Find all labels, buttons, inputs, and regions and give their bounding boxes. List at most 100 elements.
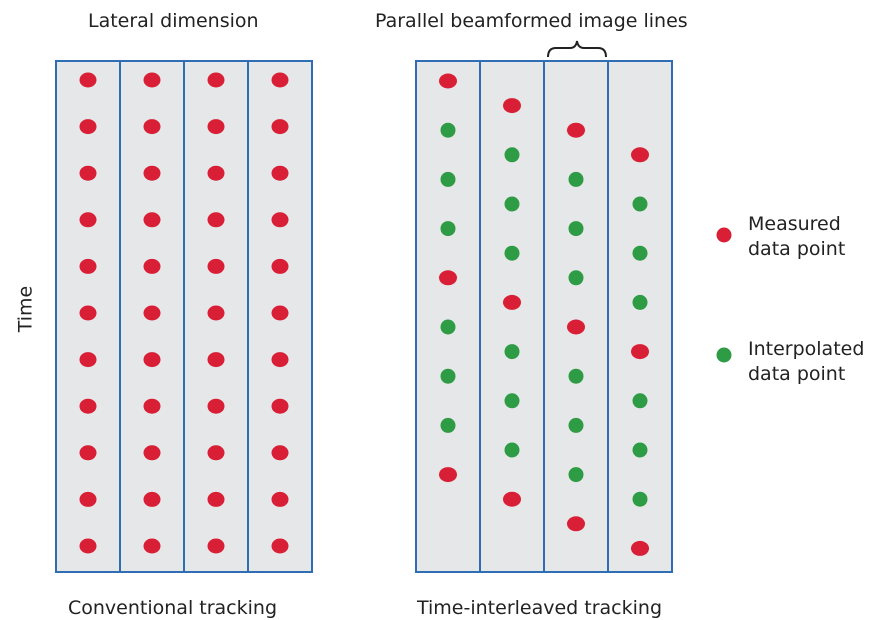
measured-data-point — [631, 540, 649, 556]
measured-data-point — [79, 305, 97, 321]
measured-data-point — [207, 398, 225, 414]
measured-data-point — [631, 344, 649, 360]
measured-data-point — [207, 258, 225, 274]
measured-data-point — [143, 212, 161, 228]
interpolated-data-point — [440, 417, 456, 433]
legend-measured-label: Measured data point — [748, 212, 845, 262]
measured-data-point — [439, 270, 457, 286]
measured-data-point — [439, 73, 457, 89]
interpolated-data-point — [440, 319, 456, 335]
measured-data-point — [207, 352, 225, 368]
interpolated-data-point — [632, 245, 648, 261]
measured-data-point — [207, 72, 225, 88]
measured-data-point — [79, 445, 97, 461]
measured-data-point — [207, 119, 225, 135]
measured-data-point — [79, 398, 97, 414]
measured-data-point — [79, 538, 97, 554]
interpolated-data-point — [632, 442, 648, 458]
measured-data-point — [271, 352, 289, 368]
measured-data-point — [207, 538, 225, 554]
interpolated-data-point — [568, 417, 584, 433]
lateral-dimension-label: Lateral dimension — [88, 10, 259, 32]
interpolated-data-point — [440, 122, 456, 138]
interpolated-data-point — [568, 221, 584, 237]
interpolated-data-point — [632, 393, 648, 409]
interpolated-data-point — [504, 442, 520, 458]
measured-data-point — [79, 72, 97, 88]
measured-data-point — [271, 72, 289, 88]
measured-data-point — [79, 352, 97, 368]
measured-data-point — [143, 398, 161, 414]
measured-data-point — [567, 122, 585, 138]
measured-data-point — [439, 467, 457, 483]
measured-data-point — [143, 538, 161, 554]
interpolated-data-point — [568, 270, 584, 286]
measured-data-point — [503, 491, 521, 507]
measured-data-point — [271, 305, 289, 321]
image-line-column — [479, 60, 545, 573]
conventional-tracking-label: Conventional tracking — [68, 597, 277, 619]
measured-data-point — [271, 398, 289, 414]
legend-measured-line2: data point — [748, 238, 846, 260]
legend-interpolated-label: Interpolated data point — [748, 337, 864, 387]
measured-data-point — [143, 258, 161, 274]
measured-data-point — [271, 491, 289, 507]
brace-icon — [547, 40, 607, 58]
measured-data-point — [271, 212, 289, 228]
measured-data-point — [79, 258, 97, 274]
image-line-column — [415, 60, 481, 573]
interpolated-data-point — [632, 196, 648, 212]
measured-data-point — [143, 491, 161, 507]
interpolated-data-point — [504, 344, 520, 360]
interpolated-data-point — [632, 294, 648, 310]
measured-data-point — [79, 165, 97, 181]
measured-data-point — [503, 98, 521, 114]
interpolated-data-point — [568, 368, 584, 384]
legend-measured-line1: Measured — [748, 213, 841, 235]
parallel-lines-label: Parallel beamformed image lines — [375, 10, 688, 32]
measured-data-point — [271, 165, 289, 181]
legend-interpolated-line1: Interpolated — [748, 338, 865, 360]
measured-data-point — [567, 516, 585, 532]
conventional-panel — [55, 60, 313, 573]
interleaved-panel — [415, 60, 673, 573]
image-line-column — [543, 60, 609, 573]
measured-data-point — [271, 258, 289, 274]
legend-interpolated-line2: data point — [748, 363, 846, 385]
measured-data-point — [143, 72, 161, 88]
interpolated-data-point — [504, 245, 520, 261]
measured-data-point — [143, 352, 161, 368]
measured-data-point — [271, 119, 289, 135]
measured-data-point — [271, 538, 289, 554]
interleaved-tracking-label: Time-interleaved tracking — [417, 597, 663, 619]
interpolated-data-point — [568, 467, 584, 483]
image-line-column — [607, 60, 673, 573]
measured-data-point — [207, 305, 225, 321]
measured-data-point — [143, 165, 161, 181]
interpolated-data-point — [440, 171, 456, 187]
measured-data-point — [207, 212, 225, 228]
interpolated-data-point — [568, 171, 584, 187]
legend-marks — [716, 227, 732, 363]
legend-measured-marker — [716, 227, 732, 243]
measured-data-point — [567, 319, 585, 335]
interpolated-data-point — [632, 491, 648, 507]
interpolated-data-point — [504, 196, 520, 212]
measured-data-point — [79, 491, 97, 507]
measured-data-point — [207, 165, 225, 181]
measured-data-point — [143, 445, 161, 461]
interpolated-data-point — [440, 221, 456, 237]
measured-data-point — [631, 147, 649, 163]
measured-data-point — [207, 491, 225, 507]
measured-data-point — [271, 445, 289, 461]
measured-data-point — [207, 445, 225, 461]
interpolated-data-point — [504, 147, 520, 163]
measured-data-point — [79, 119, 97, 135]
measured-data-point — [503, 294, 521, 310]
measured-data-point — [79, 212, 97, 228]
legend-interpolated-marker — [716, 347, 732, 363]
interpolated-data-point — [504, 393, 520, 409]
measured-data-point — [143, 119, 161, 135]
measured-data-point — [143, 305, 161, 321]
interpolated-data-point — [440, 368, 456, 384]
